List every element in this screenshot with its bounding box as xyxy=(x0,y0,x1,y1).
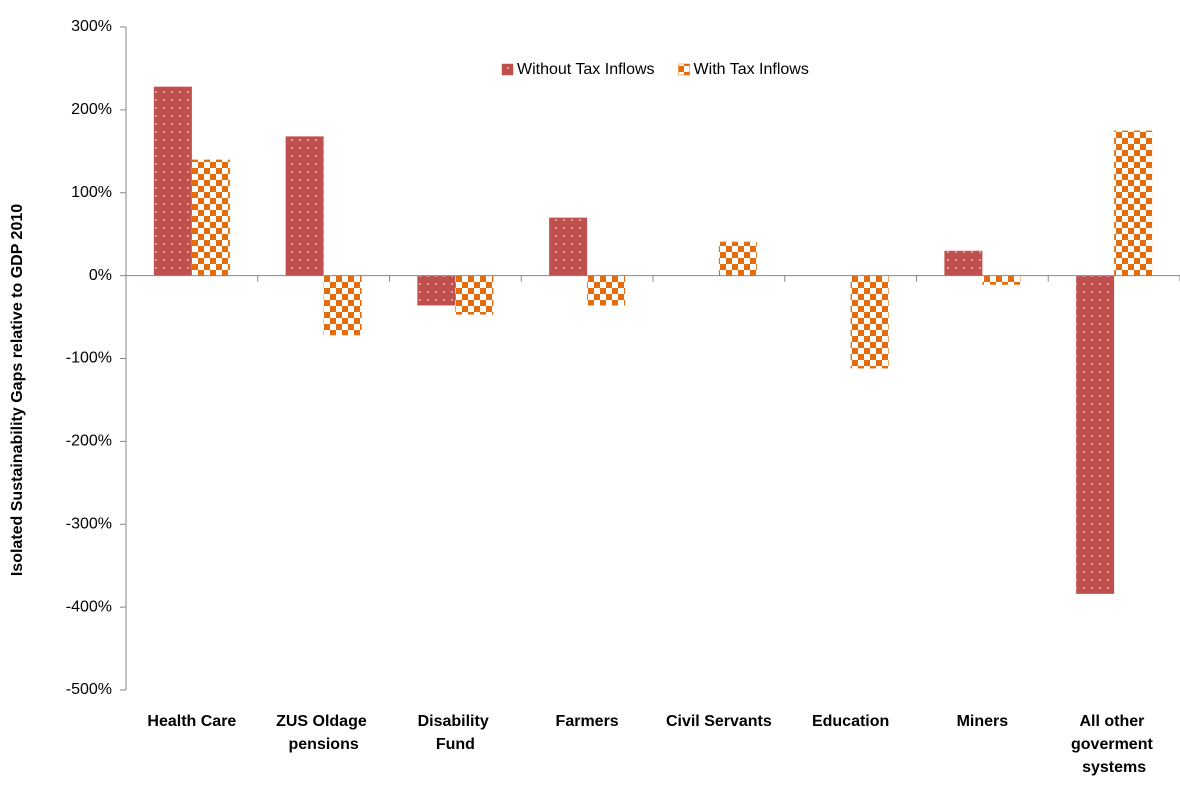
bar xyxy=(944,250,983,276)
y-tick-label: 0% xyxy=(89,267,112,284)
bar xyxy=(850,275,889,369)
bar xyxy=(323,275,362,336)
legend-swatch xyxy=(678,63,690,76)
y-tick-label: -100% xyxy=(66,350,112,367)
x-tick-label: Miners xyxy=(957,713,1009,730)
bar xyxy=(718,241,757,276)
bar xyxy=(1114,130,1153,276)
bar xyxy=(1076,275,1115,594)
legend-label: Without Tax Inflows xyxy=(517,61,655,78)
x-tick-label: Health Care xyxy=(147,713,236,730)
y-tick-label: 200% xyxy=(71,101,112,118)
legend-swatch xyxy=(501,63,514,76)
y-tick-label: -400% xyxy=(66,598,112,615)
y-tick-label: -200% xyxy=(66,433,112,450)
bar xyxy=(587,275,626,306)
y-tick-label: 300% xyxy=(71,18,112,35)
x-tick-label: Education xyxy=(812,713,889,730)
bar xyxy=(191,159,230,276)
bar xyxy=(549,217,588,276)
legend-label: With Tax Inflows xyxy=(694,61,809,78)
x-tick-label: Disability Fund xyxy=(418,713,494,753)
bar xyxy=(982,275,1021,285)
bar xyxy=(153,86,192,276)
x-tick-label: All other goverment systems xyxy=(1071,713,1157,776)
y-axis-title: Isolated Sustainability Gaps relative to… xyxy=(9,204,26,576)
y-tick-label: -300% xyxy=(66,515,112,532)
x-tick-label: Farmers xyxy=(556,713,619,730)
bar xyxy=(417,275,456,306)
x-tick-label: Civil Servants xyxy=(666,713,772,730)
bar xyxy=(455,275,494,315)
x-tick-label: ZUS Oldage pensions xyxy=(276,713,371,753)
y-tick-label: -500% xyxy=(66,681,112,698)
y-tick-label: 100% xyxy=(71,184,112,201)
bar xyxy=(285,136,324,276)
